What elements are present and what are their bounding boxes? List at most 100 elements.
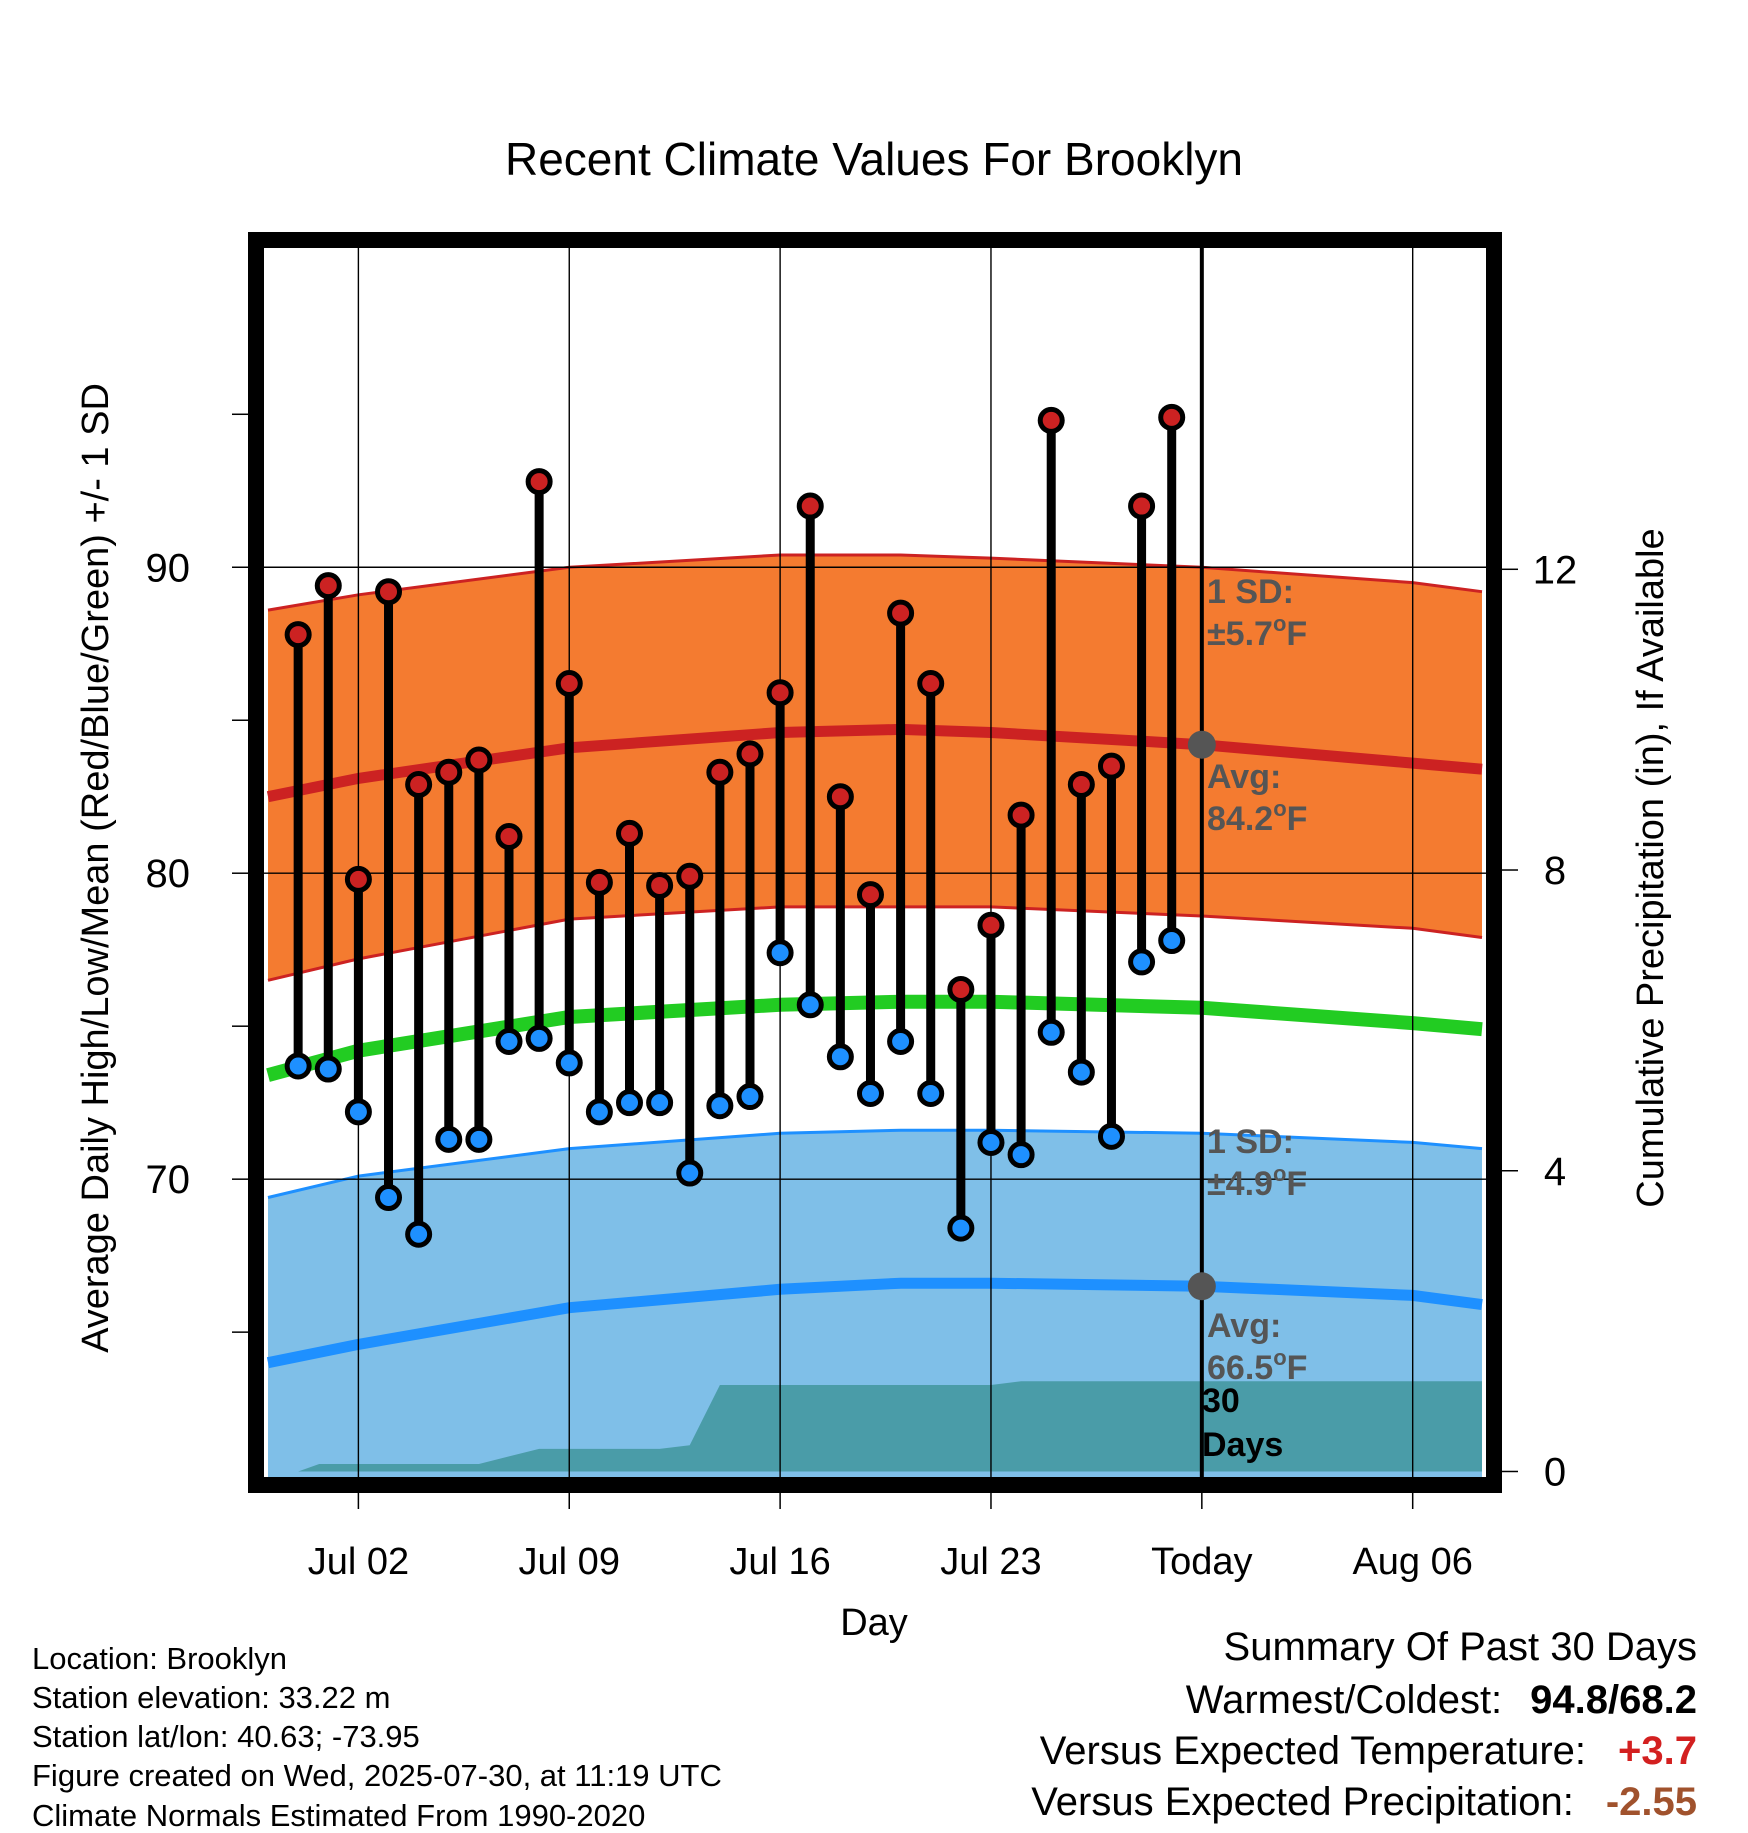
- low-point-3: [375, 1184, 403, 1212]
- x-axis-label: Day: [840, 1602, 908, 1644]
- temp-label: Versus Expected Temperature:: [1039, 1729, 1587, 1773]
- y-tick-label-2: 90: [146, 546, 191, 590]
- y-axis-label: Average Daily High/Low/Mean (Red/Blue/Gr…: [75, 383, 117, 1353]
- low-sd-value: ±4.9oF: [1207, 1161, 1307, 1203]
- high-point-10: [585, 868, 613, 896]
- high-point-19: [856, 881, 884, 909]
- high-sd-title: 1 SD:: [1207, 573, 1294, 611]
- low-avg-today-marker: [1187, 1272, 1216, 1301]
- high-point-6: [465, 746, 493, 774]
- low-point-18: [826, 1043, 854, 1071]
- warm-cold-label: Warmest/Coldest:: [1185, 1678, 1503, 1722]
- high-point-13: [676, 862, 704, 890]
- low-point-22: [947, 1214, 975, 1242]
- high-point-11: [615, 819, 643, 847]
- latlon-text: Station lat/lon: 40.63; -73.95: [32, 1719, 420, 1754]
- high-point-25: [1037, 406, 1065, 434]
- low-point-23: [977, 1128, 1005, 1156]
- x-tick-label-1: Jul 09: [519, 1541, 620, 1583]
- low-avg-title: Avg:: [1207, 1307, 1281, 1345]
- low-point-17: [796, 991, 824, 1019]
- low-sd-upper-line: [267, 1128, 1483, 1199]
- low-point-29: [1158, 927, 1186, 955]
- summary-precipitation: Versus Expected Precipitation: -2.55: [1031, 1782, 1697, 1822]
- high-point-14: [706, 758, 734, 786]
- high-avg-title: Avg:: [1207, 758, 1281, 796]
- high-point-21: [917, 670, 945, 698]
- low-point-27: [1097, 1122, 1125, 1150]
- low-point-21: [917, 1079, 945, 1107]
- low-point-14: [706, 1092, 734, 1120]
- high-avg-today-marker: [1187, 730, 1216, 759]
- high-point-23: [977, 911, 1005, 939]
- low-point-28: [1128, 948, 1156, 976]
- low-point-16: [766, 939, 794, 967]
- low-point-25: [1037, 1018, 1065, 1046]
- low-point-15: [736, 1083, 764, 1111]
- high-point-17: [796, 492, 824, 520]
- temp-value: +3.7: [1618, 1729, 1697, 1773]
- summary-temperature: Versus Expected Temperature: +3.7: [1040, 1731, 1697, 1771]
- high-point-15: [736, 740, 764, 768]
- high-point-4: [405, 770, 433, 798]
- low-point-5: [435, 1125, 463, 1153]
- y-tick-label-1: 80: [146, 852, 191, 896]
- y2-tick-label-1: 4: [1544, 1150, 1566, 1194]
- high-sd-upper-line: [267, 553, 1483, 612]
- low-point-10: [585, 1098, 613, 1126]
- warm-cold-value: 94.8/68.2: [1530, 1678, 1697, 1722]
- summary-warmest-coldest: Warmest/Coldest: 94.8/68.2: [1186, 1680, 1697, 1720]
- high-point-2: [344, 865, 372, 893]
- normals-text: Climate Normals Estimated From 1990-2020: [32, 1798, 646, 1833]
- low-sd-title: 1 SD:: [1207, 1123, 1294, 1161]
- x-tick-label-2: Jul 16: [729, 1541, 830, 1583]
- low-point-8: [525, 1024, 553, 1052]
- high-point-24: [1007, 801, 1035, 829]
- prcp-label: Versus Expected Precipitation:: [1031, 1780, 1574, 1824]
- high-point-28: [1128, 492, 1156, 520]
- high-point-1: [314, 572, 342, 600]
- y2-tick-label-3: 12: [1533, 548, 1578, 592]
- low-point-0: [284, 1052, 312, 1080]
- low-point-13: [676, 1159, 704, 1187]
- low-point-20: [887, 1027, 915, 1055]
- x-tick-label-3: Jul 23: [940, 1541, 1041, 1583]
- high-point-12: [646, 871, 674, 899]
- x-tick-label-5: Aug 06: [1352, 1541, 1472, 1583]
- summary-title: Summary Of Past 30 Days: [1223, 1625, 1697, 1669]
- high-sd-value: ±5.7oF: [1207, 611, 1307, 653]
- low-point-6: [465, 1125, 493, 1153]
- high-point-29: [1158, 403, 1186, 431]
- period-label-line2: Days: [1202, 1426, 1283, 1464]
- low-avg-line: [266, 1277, 1483, 1369]
- low-point-26: [1067, 1058, 1095, 1086]
- precip-area: [268, 1381, 1482, 1472]
- x-tick-label-4: Today: [1151, 1541, 1252, 1583]
- high-point-0: [284, 621, 312, 649]
- low-point-19: [856, 1079, 884, 1107]
- low-point-7: [495, 1027, 523, 1055]
- low-point-1: [314, 1055, 342, 1083]
- period-label-line1: 30: [1202, 1382, 1240, 1420]
- high-point-16: [766, 679, 794, 707]
- prcp-value: -2.55: [1605, 1780, 1697, 1824]
- high-point-7: [495, 822, 523, 850]
- high-point-20: [887, 599, 915, 627]
- location-text: Location: Brooklyn: [32, 1641, 288, 1676]
- low-point-11: [615, 1089, 643, 1117]
- low-avg-value: 66.5oF: [1207, 1345, 1307, 1387]
- low-point-2: [344, 1098, 372, 1126]
- created-text: Figure created on Wed, 2025-07-30, at 11…: [32, 1758, 722, 1793]
- high-point-26: [1067, 770, 1095, 798]
- elevation-text: Station elevation: 33.22 m: [32, 1680, 391, 1715]
- low-point-9: [555, 1049, 583, 1077]
- high-point-5: [435, 758, 463, 786]
- y-tick-label-0: 70: [146, 1158, 191, 1202]
- high-point-8: [525, 468, 553, 496]
- high-point-18: [826, 783, 854, 811]
- high-avg-value: 84.2oF: [1207, 796, 1307, 838]
- low-point-4: [405, 1220, 433, 1248]
- x-tick-label-0: Jul 02: [308, 1541, 409, 1583]
- high-point-9: [555, 670, 583, 698]
